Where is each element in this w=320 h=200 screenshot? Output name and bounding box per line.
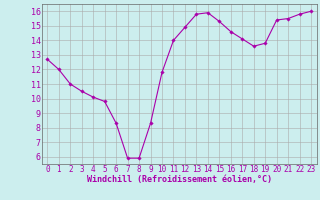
X-axis label: Windchill (Refroidissement éolien,°C): Windchill (Refroidissement éolien,°C) bbox=[87, 175, 272, 184]
